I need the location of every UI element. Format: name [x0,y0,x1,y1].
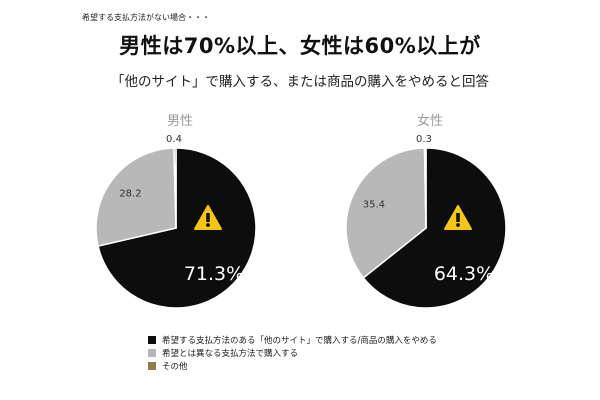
legend-item-different-method: 希望とは異なる支払方法で購入する [148,346,437,359]
data-label-small: 0.4 [166,134,182,145]
pie-chart-female: 女性 64.3% 35.4 0.3 [340,110,520,310]
legend-label: その他 [162,361,188,372]
pie-slice-other-site [97,147,257,309]
legend-swatch-olive [148,361,156,370]
pie-slice-different-method [345,147,427,279]
legend-label: 希望する支払方法のある「他のサイト」で購入する/商品の購入をやめる [162,335,437,346]
pie-title-female: 女性 [416,114,443,129]
legend: 希望する支払方法のある「他のサイト」で購入する/商品の購入をやめる 希望とは異な… [148,333,437,372]
pie-title-male: 男性 [166,114,193,129]
warning-icon [444,205,472,230]
pie-svg: 71.3% 28.2 0.4 [95,134,257,309]
headline: 男性は70%以上、女性は60%以上が [119,34,481,58]
pie-chart-male: 男性 71.3% 28.2 0.4 [90,110,270,310]
warning-icon [194,205,222,230]
subline: 「他のサイト」で購入する、または商品の購入をやめると回答 [111,74,489,90]
context-note: 希望する支払方法がない場合・・・ [82,13,210,22]
pie-slice-other [173,147,177,229]
data-label-secondary: 35.4 [363,199,385,210]
legend-item-other: その他 [148,359,437,372]
legend-swatch-dark [148,335,156,344]
data-label-small: 0.3 [416,134,432,145]
legend-label: 希望とは異なる支払方法で購入する [162,348,299,359]
pie-svg: 64.3% 35.4 0.3 [345,134,507,309]
pie-slice-other [423,147,427,229]
data-label-main: 64.3% [434,263,494,285]
data-label-secondary: 28.2 [119,189,141,200]
pie-slice-other-site [362,147,507,309]
pie-slice-different-method [95,147,177,247]
legend-swatch-gray [148,348,156,357]
legend-item-other-site: 希望する支払方法のある「他のサイト」で購入する/商品の購入をやめる [148,333,437,346]
data-label-main: 71.3% [184,263,244,285]
